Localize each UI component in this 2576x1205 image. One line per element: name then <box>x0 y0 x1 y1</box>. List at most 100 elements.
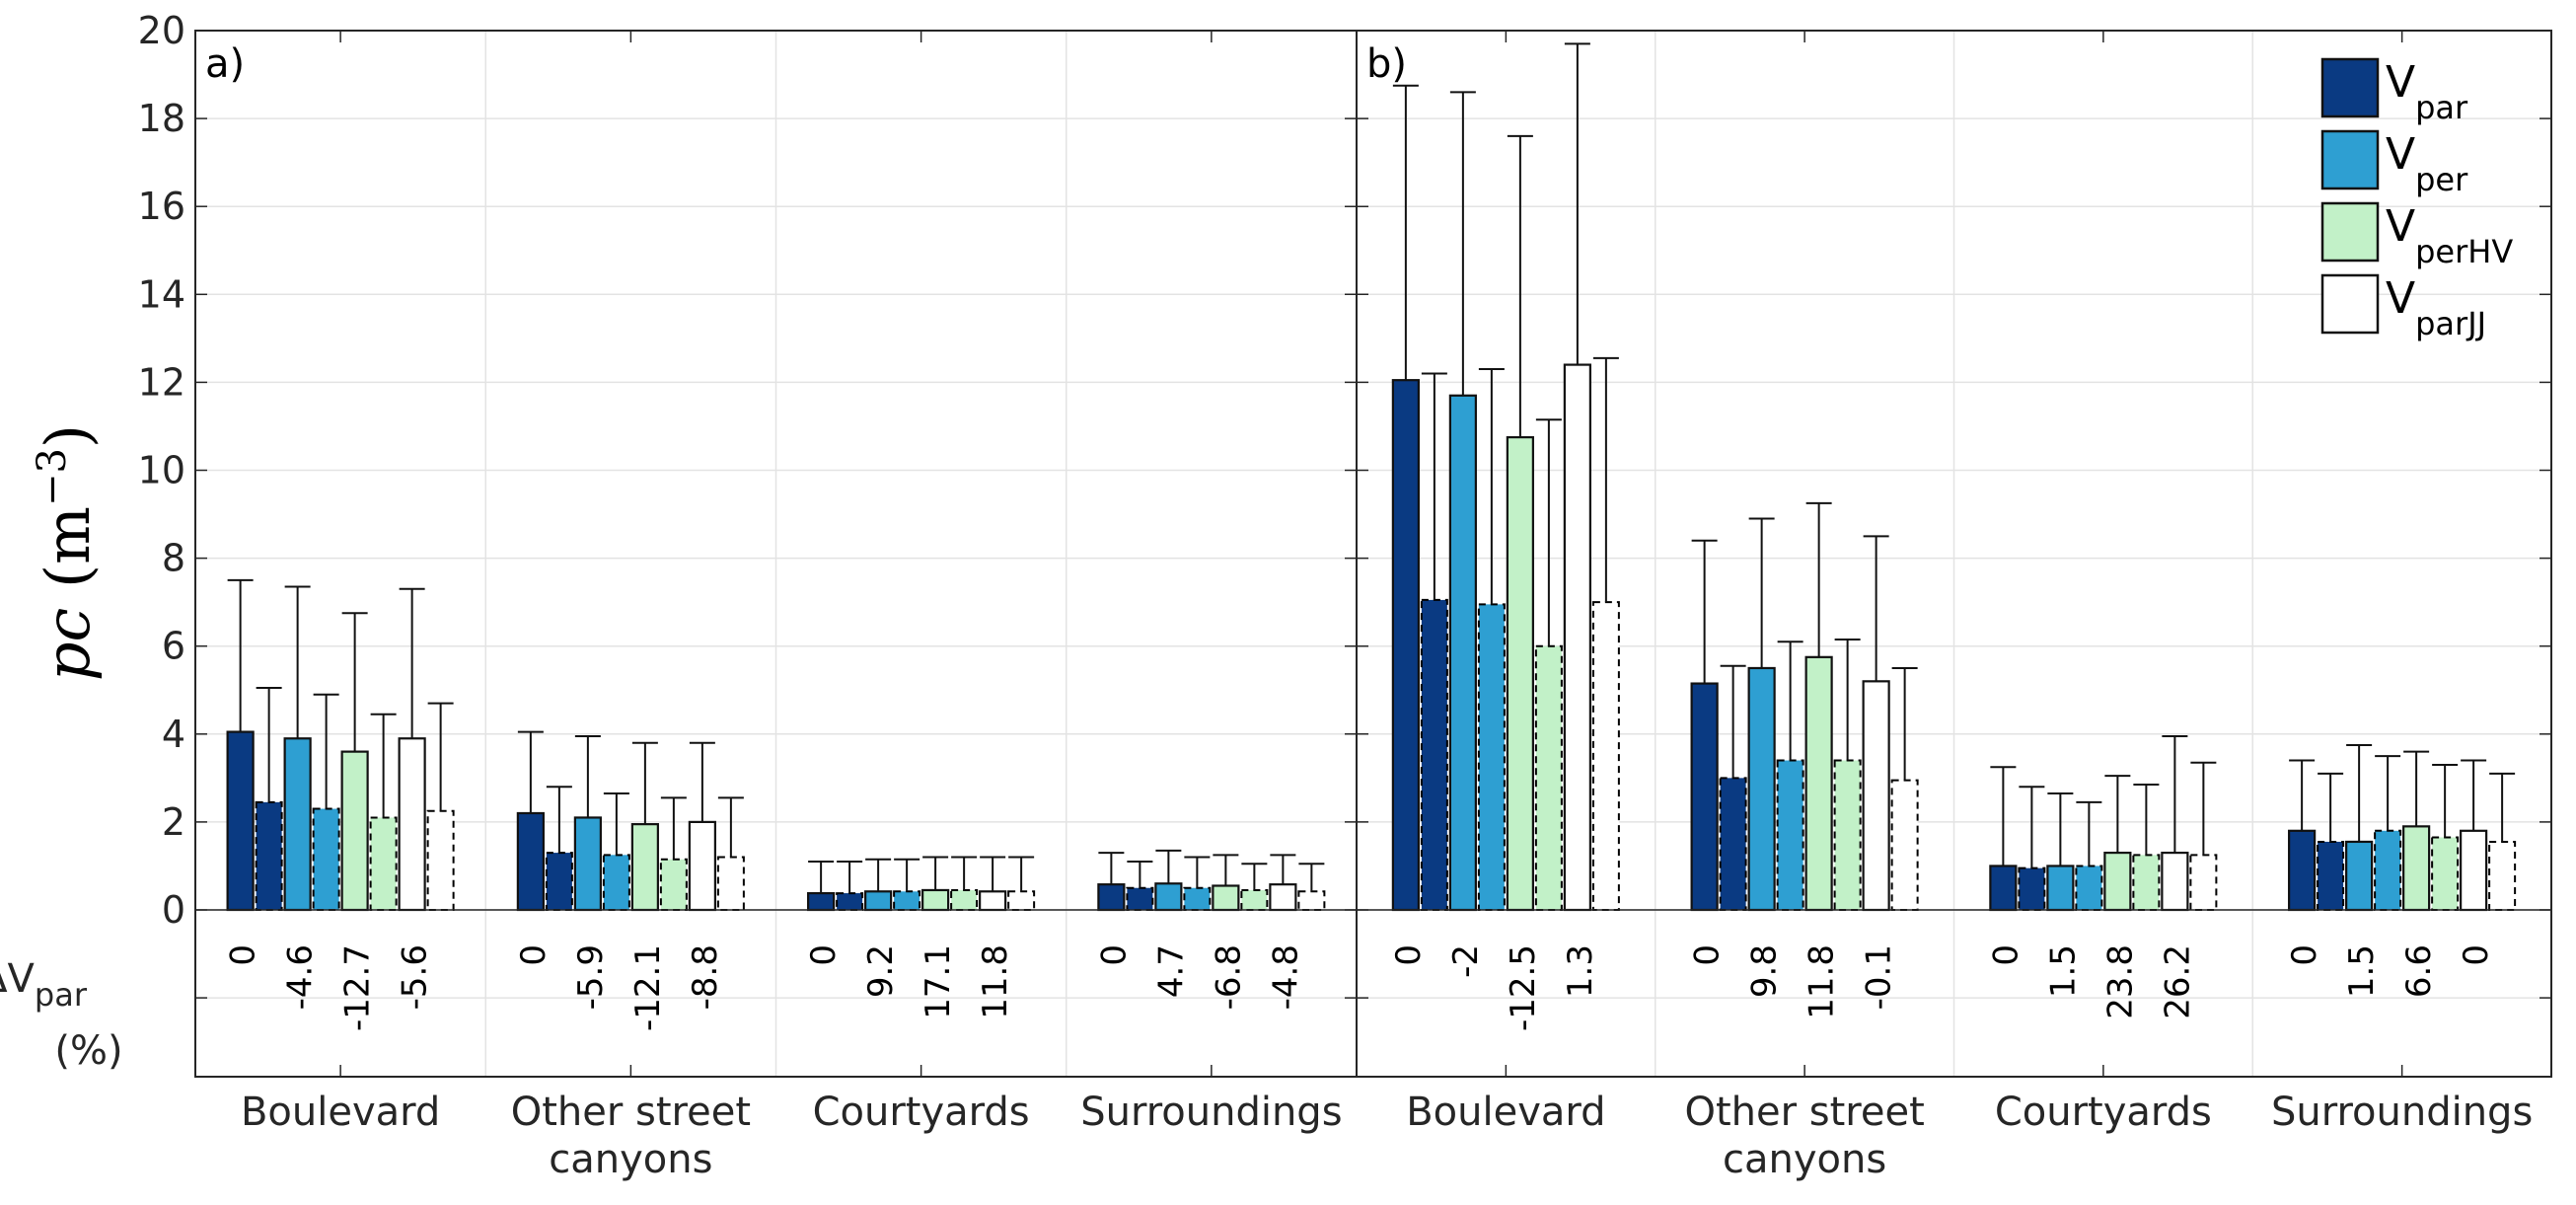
delta-label: 0 <box>1094 944 1134 966</box>
legend-label: VparJJ <box>2386 273 2486 342</box>
bar <box>1719 777 1747 911</box>
bar <box>1563 363 1591 912</box>
y-tick-label: 12 <box>138 360 185 404</box>
bar <box>2103 851 2132 912</box>
bar <box>2460 829 2488 912</box>
bar <box>1391 379 1420 912</box>
delta-label: 26.2 <box>2158 944 2197 1019</box>
y-axis-label-unit: m <box>32 506 104 565</box>
bar <box>426 809 455 912</box>
legend-label: Vper <box>2386 129 2468 198</box>
bar <box>2046 865 2075 912</box>
bar <box>1591 601 1620 912</box>
bars <box>226 42 2517 912</box>
bar <box>516 811 545 912</box>
bar <box>2288 829 2317 912</box>
delta-label: -0.1 <box>1860 944 1899 1010</box>
bar <box>1862 680 1890 912</box>
legend-label: VperHV <box>2386 201 2513 270</box>
delta-label: 4.7 <box>1151 944 1191 998</box>
axes-frame <box>194 30 2552 1078</box>
legend-swatch <box>2320 273 2380 335</box>
bar <box>1097 883 1126 912</box>
delta-row-units: (%) <box>54 1028 122 1074</box>
category-label: Surroundings <box>1080 1090 1342 1135</box>
bar <box>573 816 602 912</box>
bar <box>1420 598 1448 911</box>
bar <box>2374 829 2402 911</box>
bar <box>545 852 573 912</box>
delta-label: 0 <box>2285 944 2324 966</box>
legend-swatch <box>2320 201 2380 263</box>
bar <box>2317 840 2345 912</box>
bar <box>2431 836 2460 911</box>
bar <box>2161 851 2189 912</box>
bar <box>1776 759 1804 912</box>
bar <box>659 858 688 912</box>
delta-label: -4.8 <box>1266 944 1305 1010</box>
y-tick-label: 16 <box>138 185 185 228</box>
category-label: Boulevard <box>1406 1090 1605 1135</box>
bar <box>1212 884 1240 912</box>
y-tick-label: 8 <box>162 537 185 580</box>
delta-label: 0 <box>1986 944 2025 966</box>
delta-row-label-sub: par <box>35 976 88 1014</box>
bar <box>1989 865 2018 912</box>
bar <box>340 750 369 912</box>
y-tick-label: 14 <box>138 272 185 316</box>
delta-label: -8.8 <box>686 944 725 1010</box>
bar <box>1690 682 1719 912</box>
bar <box>979 890 1007 912</box>
bar <box>1890 779 1919 912</box>
delta-label: -5.9 <box>571 944 611 1010</box>
delta-label: -2 <box>1446 944 1486 978</box>
bar <box>2075 865 2103 912</box>
y-tick-label: 6 <box>162 625 185 668</box>
y-axis-label-exp: −3 <box>30 448 75 506</box>
delta-label: 23.8 <box>2100 944 2140 1019</box>
delta-label: -5.6 <box>396 944 435 1010</box>
delta-label: 9.2 <box>861 944 901 998</box>
delta-label: -12.5 <box>1504 944 1543 1031</box>
category-label: Other street <box>511 1090 751 1135</box>
bar <box>1448 394 1477 912</box>
bar <box>1477 603 1506 911</box>
bar <box>1126 886 1154 911</box>
y-tick-label: 20 <box>138 9 185 52</box>
bar <box>2018 866 2046 911</box>
bar <box>369 816 398 912</box>
legend-label: Vpar <box>2386 57 2468 126</box>
bar <box>2402 825 2431 912</box>
bar <box>255 800 283 911</box>
bar <box>312 807 340 911</box>
plot-frame <box>194 30 2552 1078</box>
category-label: Other street <box>1684 1090 1924 1135</box>
bar <box>807 891 836 912</box>
delta-label: 9.8 <box>1745 944 1785 998</box>
bar <box>864 890 893 912</box>
bar <box>688 820 716 912</box>
delta-label: 1.5 <box>2342 944 2382 998</box>
bar <box>1506 435 1534 912</box>
delta-label: 0 <box>224 944 263 966</box>
bar <box>2189 854 2218 911</box>
y-tick-label: 4 <box>162 713 185 756</box>
bar <box>1269 883 1297 912</box>
bar <box>1747 666 1776 912</box>
bar <box>2488 840 2517 912</box>
y-tick-label: 2 <box>162 800 185 844</box>
y-tick-label: 10 <box>138 449 185 492</box>
bar <box>1833 759 1862 912</box>
bar <box>1007 890 1036 912</box>
bar <box>602 854 630 911</box>
delta-label: -12.7 <box>338 944 378 1031</box>
category-label: Boulevard <box>241 1090 440 1135</box>
category-label: Surroundings <box>2271 1090 2533 1135</box>
bar <box>283 737 312 912</box>
delta-label: 17.1 <box>919 944 958 1019</box>
bar <box>921 888 950 912</box>
y-axis-label: pc (m−3) <box>30 424 104 681</box>
bar <box>630 823 659 912</box>
